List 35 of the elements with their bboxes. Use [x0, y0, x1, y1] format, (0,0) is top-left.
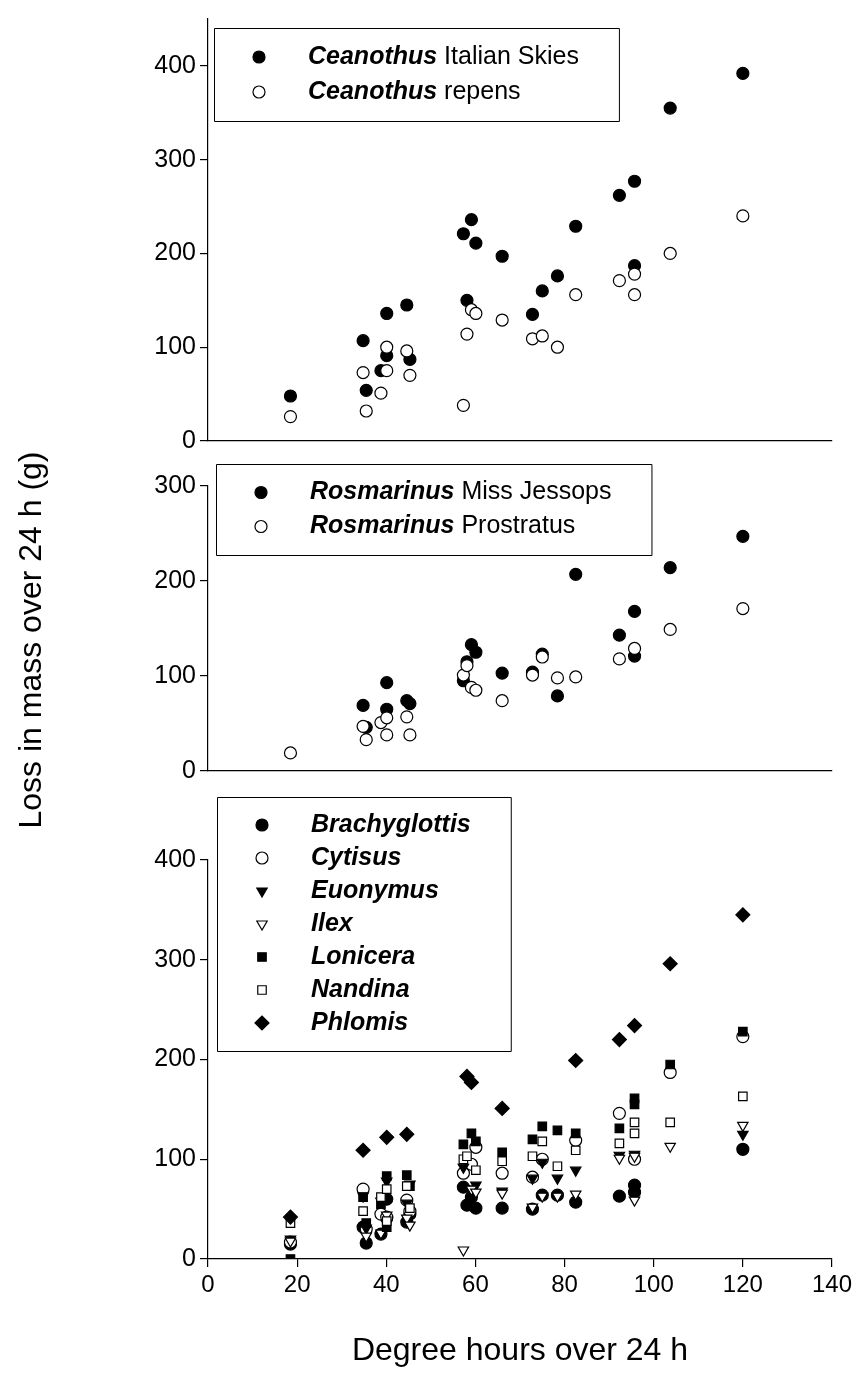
legend-label: Phlomis [311, 1006, 409, 1035]
y-tick-label: 200 [154, 237, 196, 266]
x-tick-label: 0 [201, 1270, 215, 1298]
y-tick-label: 300 [154, 143, 196, 172]
legend-label: Nandina [311, 973, 410, 1002]
y-tick-label: 0 [182, 754, 196, 783]
legend-label: Rosmarinus Prostratus [310, 510, 576, 539]
legend-label: Ilex [311, 907, 354, 936]
y-tick-label: 100 [154, 659, 196, 688]
y-axis-title: Loss in mass over 24 h (g) [11, 451, 49, 829]
x-tick-label: 40 [372, 1270, 400, 1298]
x-axis-title: Degree hours over 24 h [351, 1330, 689, 1367]
legend-label: Ceanothus repens [308, 75, 521, 104]
y-tick-label: 0 [182, 1242, 196, 1271]
y-tick-label: 100 [154, 1143, 196, 1172]
legend-label: Euonymus [311, 874, 439, 903]
y-tick-label: 200 [154, 1043, 196, 1072]
y-tick-label: 300 [154, 943, 196, 972]
y-tick-label: 100 [154, 331, 196, 360]
x-tick-label: 120 [722, 1270, 763, 1298]
y-tick-label: 200 [154, 564, 196, 593]
legend-label: Lonicera [311, 940, 416, 969]
legend-label: Cytisus [311, 841, 402, 870]
x-tick-label: 20 [283, 1270, 311, 1298]
y-tick-label: 0 [182, 424, 196, 453]
legend-label: Brachyglottis [311, 808, 471, 837]
x-tick-label: 140 [811, 1270, 852, 1298]
y-tick-label: 400 [154, 843, 196, 872]
y-tick-label: 400 [154, 49, 196, 78]
x-tick-label: 100 [633, 1270, 674, 1298]
x-tick-label: 80 [551, 1270, 578, 1298]
x-tick-label: 60 [462, 1270, 489, 1298]
legend-label: Rosmarinus Miss Jessops [310, 476, 612, 505]
y-tick-label: 300 [154, 469, 196, 498]
legend-label: Ceanothus Italian Skies [308, 40, 579, 69]
